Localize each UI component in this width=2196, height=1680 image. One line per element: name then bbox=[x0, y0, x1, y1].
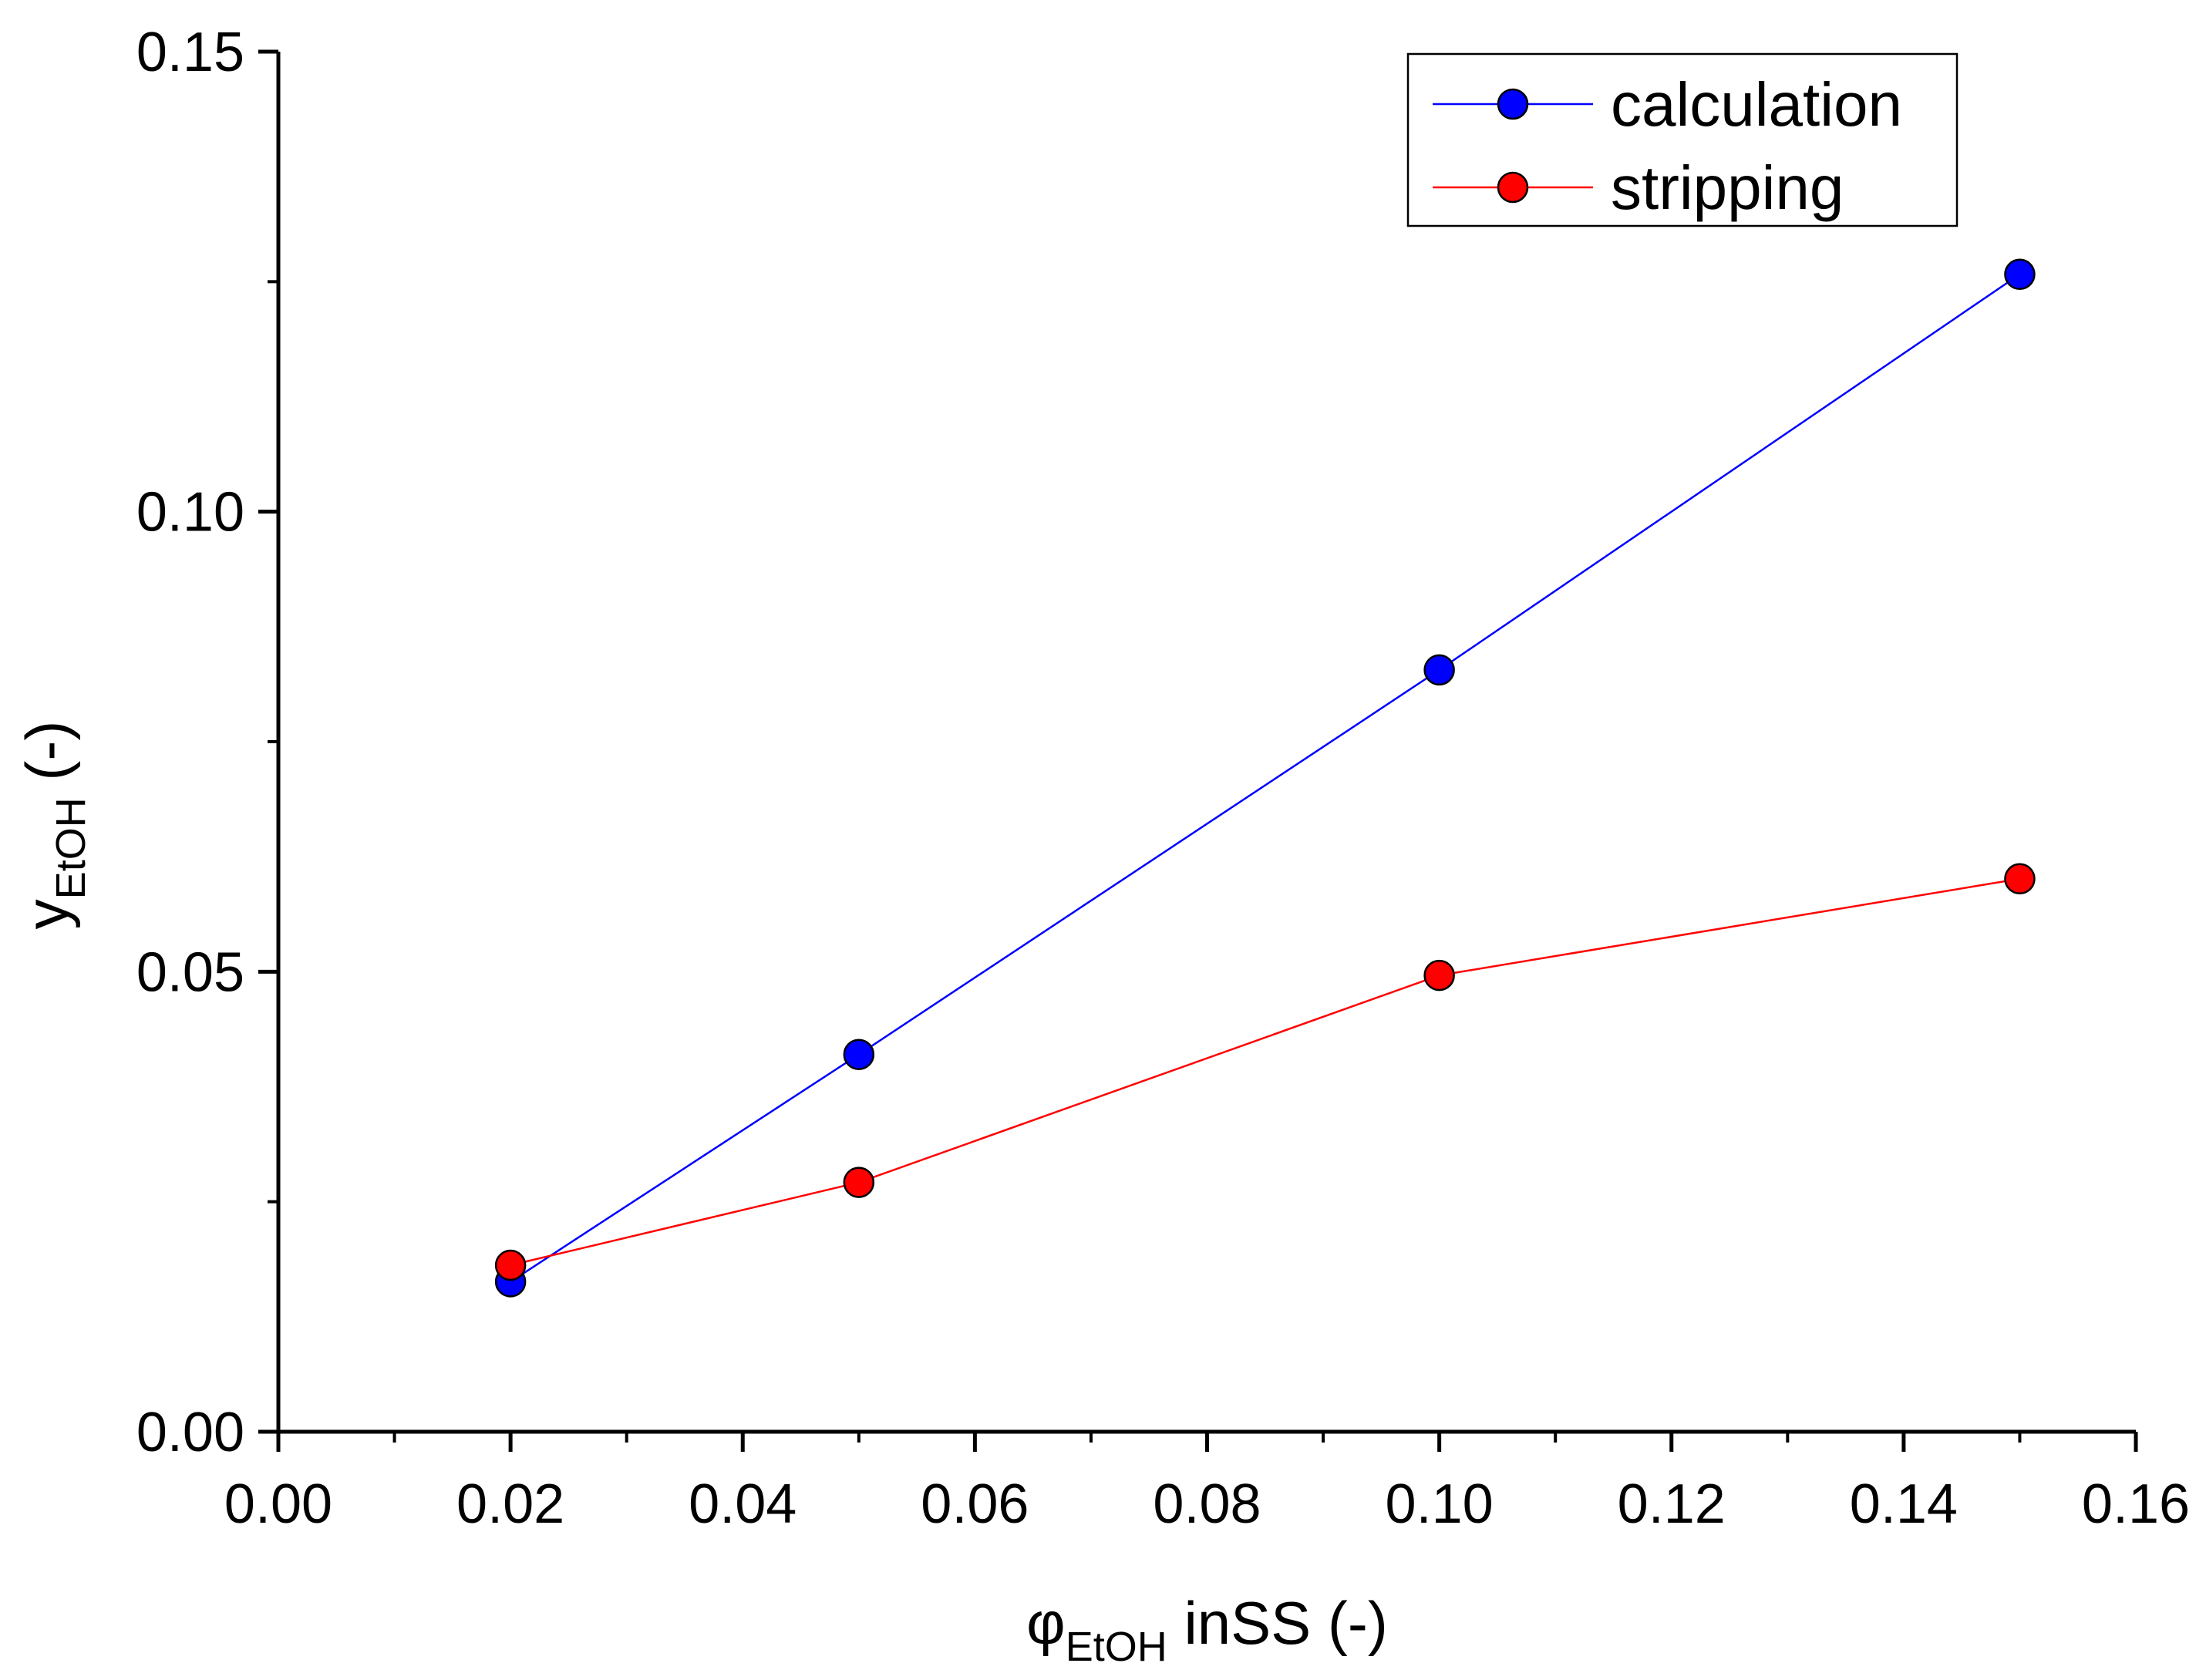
data-point-stripping bbox=[1423, 959, 1455, 992]
data-point-calculation bbox=[843, 1039, 875, 1070]
series-line-stripping bbox=[510, 877, 2020, 1267]
x-axis-title-symbol: φ bbox=[1026, 1589, 1066, 1657]
legend-label-stripping: stripping bbox=[1611, 153, 1844, 222]
y-tick-label: 0.10 bbox=[136, 482, 244, 544]
x-axis-title-subscript: EtOH bbox=[1066, 1624, 1167, 1670]
legend-entries: calculation stripping bbox=[1433, 70, 1902, 222]
data-point-stripping bbox=[2004, 863, 2036, 895]
x-axis-ticks: 0.00 0.02 0.04 0.06 0.08 0.10 0.12 0.14 0.16 bbox=[224, 1432, 2190, 1535]
data-point-stripping bbox=[494, 1249, 527, 1281]
x-tick-label: 0.12 bbox=[1618, 1473, 1726, 1535]
y-axis-title: yEtOH (-) bbox=[13, 721, 94, 930]
y-axis-title-subscript: EtOH bbox=[48, 797, 94, 899]
series-lines bbox=[510, 273, 2021, 1283]
legend-frame bbox=[1406, 52, 1959, 227]
y-axis-title-symbol: y bbox=[13, 899, 81, 929]
data-point-calculation bbox=[2004, 258, 2036, 291]
data-point-stripping bbox=[843, 1167, 875, 1198]
x-tick-label: 0.06 bbox=[921, 1473, 1029, 1535]
x-tick-label: 0.10 bbox=[1386, 1473, 1494, 1535]
y-tick-label: 0.05 bbox=[136, 941, 244, 1003]
x-tick-label: 0.02 bbox=[456, 1473, 564, 1535]
legend: calculation stripping bbox=[1406, 52, 1959, 227]
x-axis-title-suffix: inSS (-) bbox=[1167, 1589, 1388, 1657]
y-tick-label: 0.00 bbox=[136, 1402, 244, 1463]
data-point-calculation bbox=[1423, 654, 1455, 686]
y-axis-title-suffix: (-) bbox=[13, 721, 81, 798]
x-tick-label: 0.16 bbox=[2082, 1473, 2190, 1535]
series-line-calculation bbox=[510, 273, 2021, 1283]
x-tick-label: 0.00 bbox=[224, 1473, 332, 1535]
series-markers bbox=[494, 258, 2036, 1298]
x-tick-label: 0.08 bbox=[1153, 1473, 1261, 1535]
legend-marker-calculation bbox=[1497, 88, 1529, 120]
x-tick-label: 0.04 bbox=[689, 1473, 797, 1535]
legend-label-calculation: calculation bbox=[1611, 70, 1902, 139]
x-axis-title: φEtOH inSS (-) bbox=[1026, 1589, 1388, 1670]
legend-marker-stripping bbox=[1497, 171, 1529, 204]
y-axis-ticks: 0.00 0.05 0.10 0.15 bbox=[136, 22, 278, 1463]
y-tick-label: 0.15 bbox=[136, 22, 244, 83]
x-tick-label: 0.14 bbox=[1850, 1473, 1958, 1535]
